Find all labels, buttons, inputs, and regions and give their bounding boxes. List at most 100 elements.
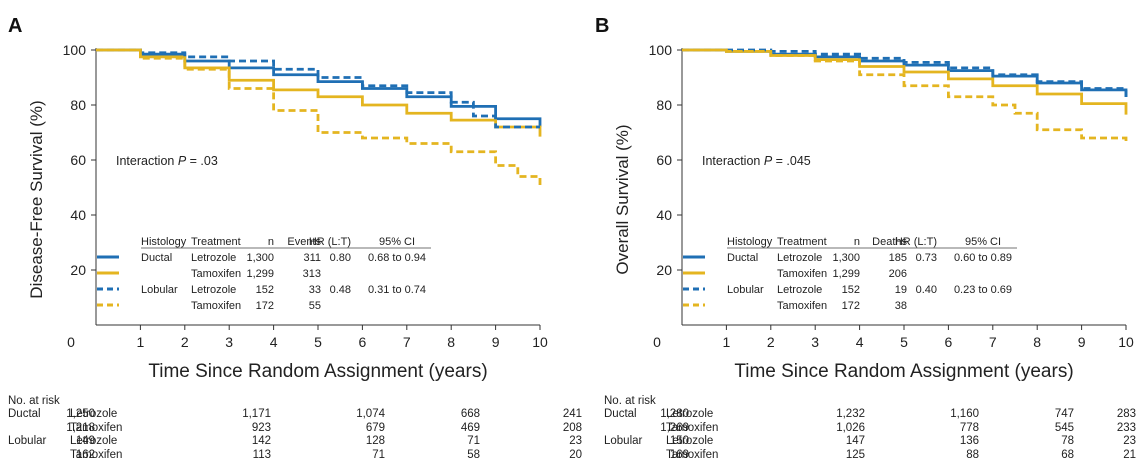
y-tick-label: 40 <box>70 207 86 223</box>
risk-value: 21 <box>1123 448 1136 461</box>
x-tick-label: 2 <box>181 334 189 350</box>
risk-value: 283 <box>1116 408 1136 420</box>
y-axis-label: Overall Survival (%) <box>613 124 632 274</box>
legend-cell: 1,299 <box>832 268 860 280</box>
legend-header: Events <box>287 236 321 248</box>
legend-header: Histology <box>141 236 187 248</box>
risk-value: 113 <box>252 448 271 461</box>
x-tick-label: 4 <box>270 334 278 350</box>
y-tick-label: 20 <box>70 262 86 278</box>
risk-row-group: Lobular <box>8 435 47 447</box>
x-tick-label: 1 <box>723 334 731 350</box>
x-axis-label: Time Since Random Assignment (years) <box>734 361 1073 382</box>
legend-cell: 0.40 <box>916 284 937 296</box>
legend-header: 95% CI <box>379 236 415 248</box>
x-tick-label: 4 <box>856 334 864 350</box>
risk-value: 68 <box>1061 448 1074 461</box>
series-line-4 <box>682 48 1128 144</box>
risk-value: 1,269 <box>660 421 689 434</box>
series-line-3 <box>682 48 1128 99</box>
x-tick-label: 9 <box>1078 334 1086 350</box>
legend-header: HR (L:T) <box>309 236 351 248</box>
legend-cell: 0.68 to 0.94 <box>368 252 426 264</box>
legend-cell: Tamoxifen <box>191 268 241 280</box>
legend-cell: 313 <box>303 268 321 280</box>
x-tick-label: 7 <box>403 334 411 350</box>
risk-value: 1,232 <box>836 408 865 420</box>
legend-cell: Ductal <box>727 252 758 264</box>
y-tick-label: 80 <box>70 97 86 113</box>
risk-value: 1,074 <box>356 408 385 420</box>
legend-cell: 0.23 to 0.69 <box>954 284 1012 296</box>
legend-cell: 1,300 <box>832 252 860 264</box>
x-tick-label: 1 <box>137 334 145 350</box>
legend-cell: Tamoxifen <box>191 300 241 312</box>
interaction-annotation: Interaction P = .03 <box>116 154 218 168</box>
x-tick-label: 0 <box>653 334 661 350</box>
legend-cell: 152 <box>256 284 274 296</box>
y-tick-label: 40 <box>656 207 672 223</box>
risk-value: 1,218 <box>66 421 95 434</box>
legend-cell: Letrozole <box>191 252 236 264</box>
legend-cell: 206 <box>889 268 907 280</box>
risk-row-treatment: Tamoxifen <box>666 448 719 461</box>
legend-cell: 0.73 <box>916 252 937 264</box>
risk-value: 1,160 <box>950 408 979 420</box>
legend-cell: 0.48 <box>330 284 351 296</box>
legend-header: 95% CI <box>965 236 1001 248</box>
x-tick-label: 8 <box>1033 334 1041 350</box>
y-tick-label: 60 <box>70 152 86 168</box>
legend-cell: Letrozole <box>777 284 822 296</box>
risk-row-group: Ductal <box>604 408 637 420</box>
legend-cell: Lobular <box>727 284 764 296</box>
risk-value: 169 <box>669 448 689 461</box>
x-tick-label: 3 <box>811 334 819 350</box>
legend-header: Treatment <box>777 236 827 248</box>
risk-value: 147 <box>845 435 865 447</box>
panel-label: A <box>8 15 22 37</box>
x-tick-label: 10 <box>1118 334 1134 350</box>
legend-cell: 172 <box>842 300 860 312</box>
legend-cell: 185 <box>889 252 907 264</box>
annotation-text: Interaction <box>702 154 764 168</box>
chart-panel-b: B 0 1 2 3 4 5 6 7 8 9 10 20 40 60 80 100 Time Since Rando… <box>595 15 1134 382</box>
risk-value: 142 <box>251 435 271 447</box>
risk-value: 78 <box>1061 435 1074 447</box>
legend-cell: 0.60 to 0.89 <box>954 252 1012 264</box>
risk-table-title: No. at risk <box>8 395 60 407</box>
risk-value: 778 <box>959 421 979 434</box>
risk-value: 679 <box>365 421 385 434</box>
y-tick-label: 20 <box>656 262 672 278</box>
risk-row-group: Ductal <box>8 408 41 420</box>
legend-cell: 0.80 <box>330 252 351 264</box>
risk-row-treatment: Letrozole <box>70 435 118 447</box>
series-line-4 <box>96 48 542 188</box>
x-tick-label: 5 <box>900 334 908 350</box>
panel-label: B <box>595 15 609 37</box>
legend-header: Histology <box>727 236 773 248</box>
risk-value: 20 <box>569 448 582 461</box>
legend-cell: Tamoxifen <box>777 300 827 312</box>
legend-cell: 1,300 <box>246 252 274 264</box>
risk-value: 71 <box>372 448 385 461</box>
legend-header: n <box>268 236 274 248</box>
x-tick-label: 8 <box>447 334 455 350</box>
legend-cell: Tamoxifen <box>777 268 827 280</box>
legend-header: Deaths <box>872 236 907 248</box>
risk-value: 469 <box>460 421 480 434</box>
risk-value: 71 <box>467 435 480 447</box>
x-tick-label: 7 <box>989 334 997 350</box>
annotation-p: P <box>764 154 773 168</box>
risk-value: 923 <box>251 421 271 434</box>
x-tick-label: 2 <box>767 334 775 350</box>
legend-header: n <box>854 236 860 248</box>
x-tick-label: 5 <box>314 334 322 350</box>
x-tick-label: 0 <box>67 334 75 350</box>
legend-cell: 311 <box>303 252 321 264</box>
risk-value: 88 <box>966 448 979 461</box>
risk-table-title: No. at risk <box>604 395 656 407</box>
risk-row-treatment: Tamoxifen <box>70 421 123 434</box>
risk-value: 1,171 <box>242 408 271 420</box>
x-tick-label: 6 <box>359 334 367 350</box>
annotation-p: P <box>178 154 187 168</box>
